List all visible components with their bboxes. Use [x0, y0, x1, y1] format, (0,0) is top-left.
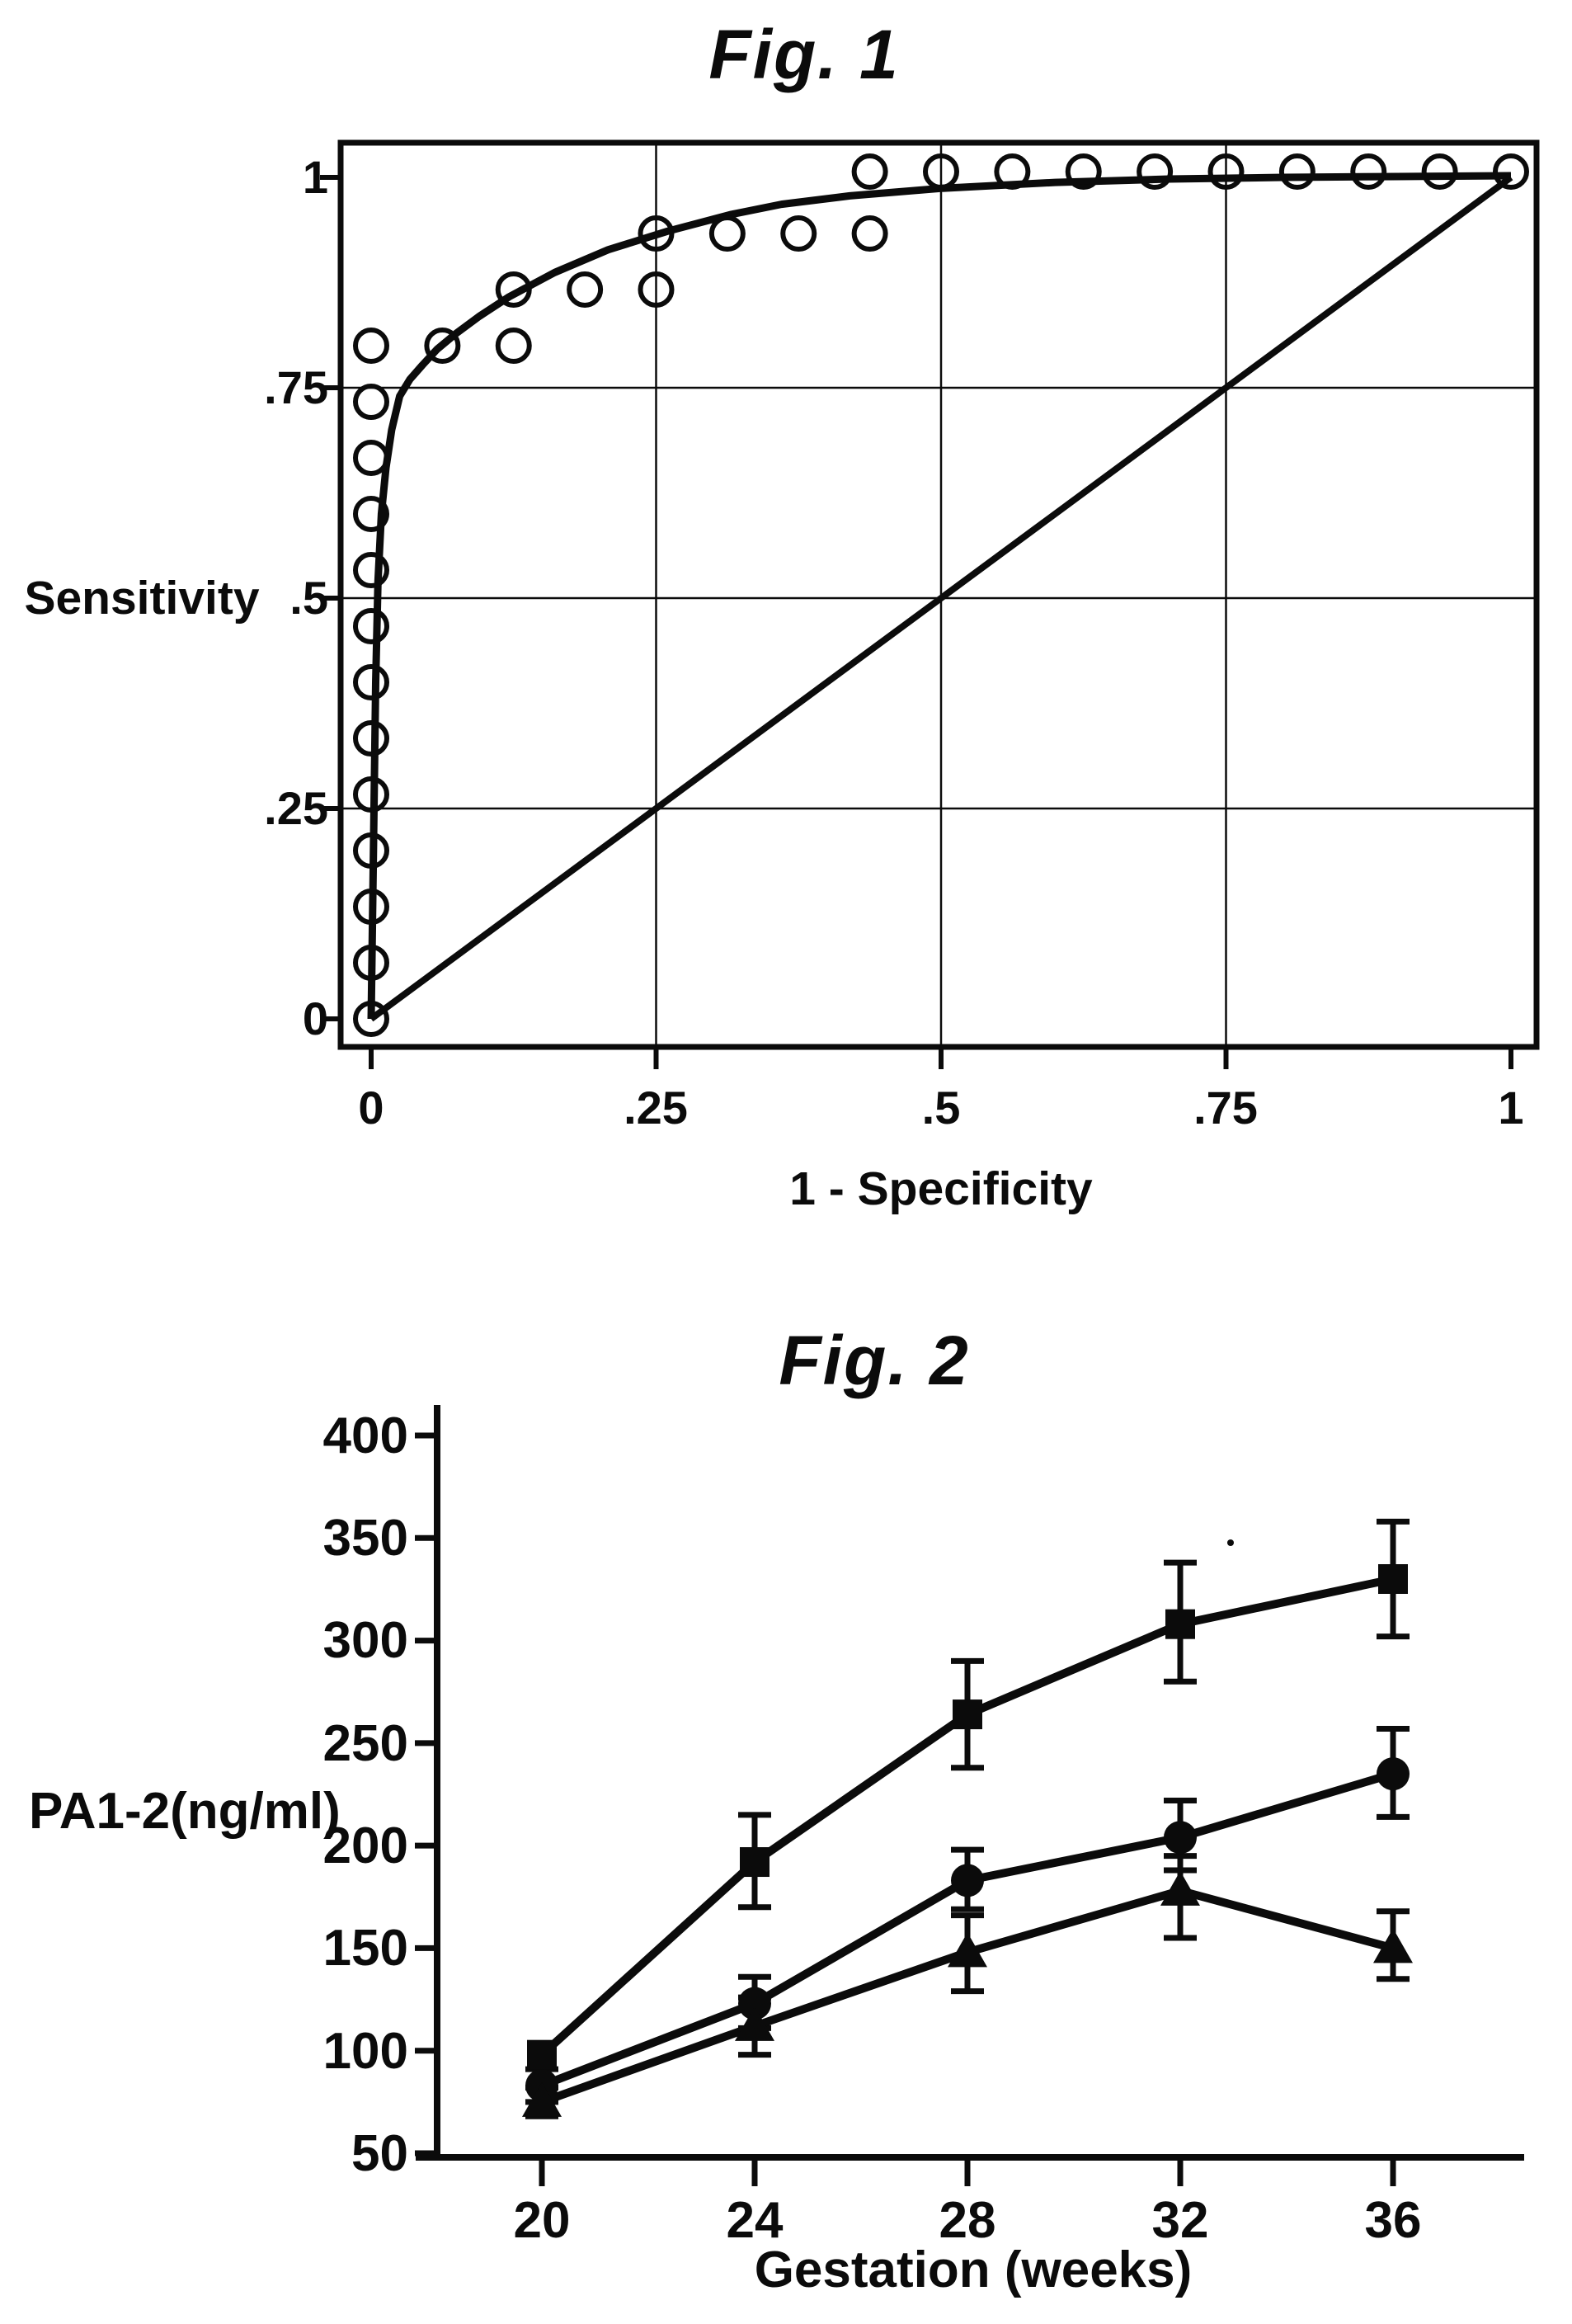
- figure1-y-axis-title: Sensitivity: [24, 572, 259, 625]
- square-marker: [1378, 1564, 1408, 1595]
- square-marker: [527, 2039, 557, 2070]
- circle-marker: [1164, 1821, 1197, 1855]
- figure2-ytick-label: 50: [351, 2125, 408, 2182]
- figure1-ytick-label: 1: [303, 151, 328, 203]
- roc-point-open-circle: [495, 271, 532, 308]
- roc-point-open-circle: [994, 153, 1031, 190]
- roc-point-open-circle: [353, 384, 389, 421]
- roc-point-open-circle: [851, 153, 888, 190]
- roc-point-open-circle: [353, 944, 389, 981]
- triangle-marker: [948, 1932, 987, 1968]
- figure1-title: Fig. 1: [708, 16, 899, 93]
- roc-point-open-circle: [851, 215, 888, 252]
- roc-point-open-circle: [353, 720, 389, 757]
- square-marker: [953, 1699, 982, 1730]
- figure2-ytick-label: 150: [323, 1920, 408, 1977]
- figure1-plot-area: [320, 143, 1537, 1069]
- figure2-xtick-label: 32: [1152, 2192, 1209, 2249]
- figure1-ytick-label: .25: [264, 782, 328, 834]
- roc-point-open-circle: [1278, 153, 1315, 190]
- roc-point-open-circle: [1493, 153, 1529, 190]
- figure2-gestation-chart: Fig. 2 400 350 300 250 200 150 100 50 20…: [29, 1322, 1524, 2298]
- roc-point-open-circle: [1421, 153, 1458, 190]
- figure1-ytick-label: .5: [289, 572, 328, 624]
- roc-point-open-circle: [923, 153, 959, 190]
- roc-point-open-circle: [1137, 153, 1174, 190]
- triangle-marker: [522, 2081, 562, 2117]
- roc-point-open-circle: [353, 889, 389, 926]
- figure1-ytick-label: 0: [303, 992, 328, 1044]
- figure1-xtick-label: .5: [922, 1082, 961, 1134]
- roc-point-open-circle: [353, 439, 389, 476]
- roc-point-open-circle: [1065, 153, 1102, 190]
- figure1-roc-chart: Fig. 1 1 .75 .5 .25 0 0 .25 .5 .75 1 Sen…: [24, 16, 1540, 1215]
- figure2-ytick-label: 100: [323, 2023, 408, 2080]
- circle-marker: [1377, 1757, 1410, 1791]
- figure2-xtick-label: 20: [514, 2192, 571, 2249]
- circle-marker: [951, 1864, 984, 1897]
- roc-point-open-circle: [353, 775, 389, 813]
- figure1-xtick-label: .75: [1193, 1082, 1258, 1134]
- square-marker: [740, 1847, 770, 1878]
- roc-point-open-circle: [353, 328, 389, 364]
- figure1-xtick-label: 1: [1498, 1082, 1523, 1134]
- roc-point-open-circle: [495, 328, 532, 364]
- scan-speck: [1227, 1539, 1234, 1546]
- roc-point-open-circle: [353, 496, 389, 532]
- figure2-ytick-label: 400: [323, 1407, 408, 1464]
- chance-diagonal-line: [369, 174, 1513, 1022]
- roc-point-open-circle: [708, 215, 746, 252]
- roc-point-open-circle: [353, 607, 389, 644]
- roc-point-open-circle: [638, 271, 675, 308]
- figure1-xtick-label: .25: [624, 1082, 688, 1134]
- square-marker: [1165, 1609, 1195, 1639]
- triangle-marker: [735, 2006, 774, 2041]
- roc-point-open-circle: [353, 664, 389, 700]
- roc-point-open-circle: [567, 271, 604, 308]
- roc-point-open-circle: [1350, 153, 1387, 190]
- figure2-xtick-label: 28: [939, 2192, 996, 2249]
- figure2-ytick-label: 250: [323, 1715, 408, 1772]
- figure1-ytick-label: .75: [264, 361, 328, 413]
- figure2-plot-area: [415, 1432, 1413, 2186]
- figure2-ytick-label: 200: [323, 1817, 408, 1874]
- triangle-marker: [1373, 1928, 1413, 1963]
- figure2-ytick-label: 350: [323, 1510, 408, 1567]
- roc-point-open-circle: [353, 1001, 389, 1037]
- roc-point-open-circle: [1207, 153, 1245, 190]
- figure1-x-axis-title: 1 - Specificity: [789, 1162, 1093, 1215]
- roc-point-open-circle: [780, 215, 817, 252]
- roc-point-open-circle: [424, 328, 461, 364]
- figure2-xtick-label: 24: [727, 2192, 784, 2249]
- figure2-x-axis-title: Gestation (weeks): [755, 2242, 1193, 2298]
- roc-point-open-circle: [638, 215, 675, 252]
- triangle-marker: [1160, 1870, 1200, 1906]
- roc-point-open-circle: [353, 552, 389, 589]
- figure2-xtick-label: 36: [1365, 2192, 1422, 2249]
- roc-point-open-circle: [353, 832, 389, 869]
- figure2-y-axis-title: PA1-2(ng/ml): [29, 1783, 341, 1840]
- figure2-ytick-label: 300: [323, 1612, 408, 1669]
- figure2-title: Fig. 2: [779, 1322, 969, 1399]
- circle-marker: [738, 1987, 771, 2020]
- figure1-xtick-label: 0: [358, 1082, 384, 1134]
